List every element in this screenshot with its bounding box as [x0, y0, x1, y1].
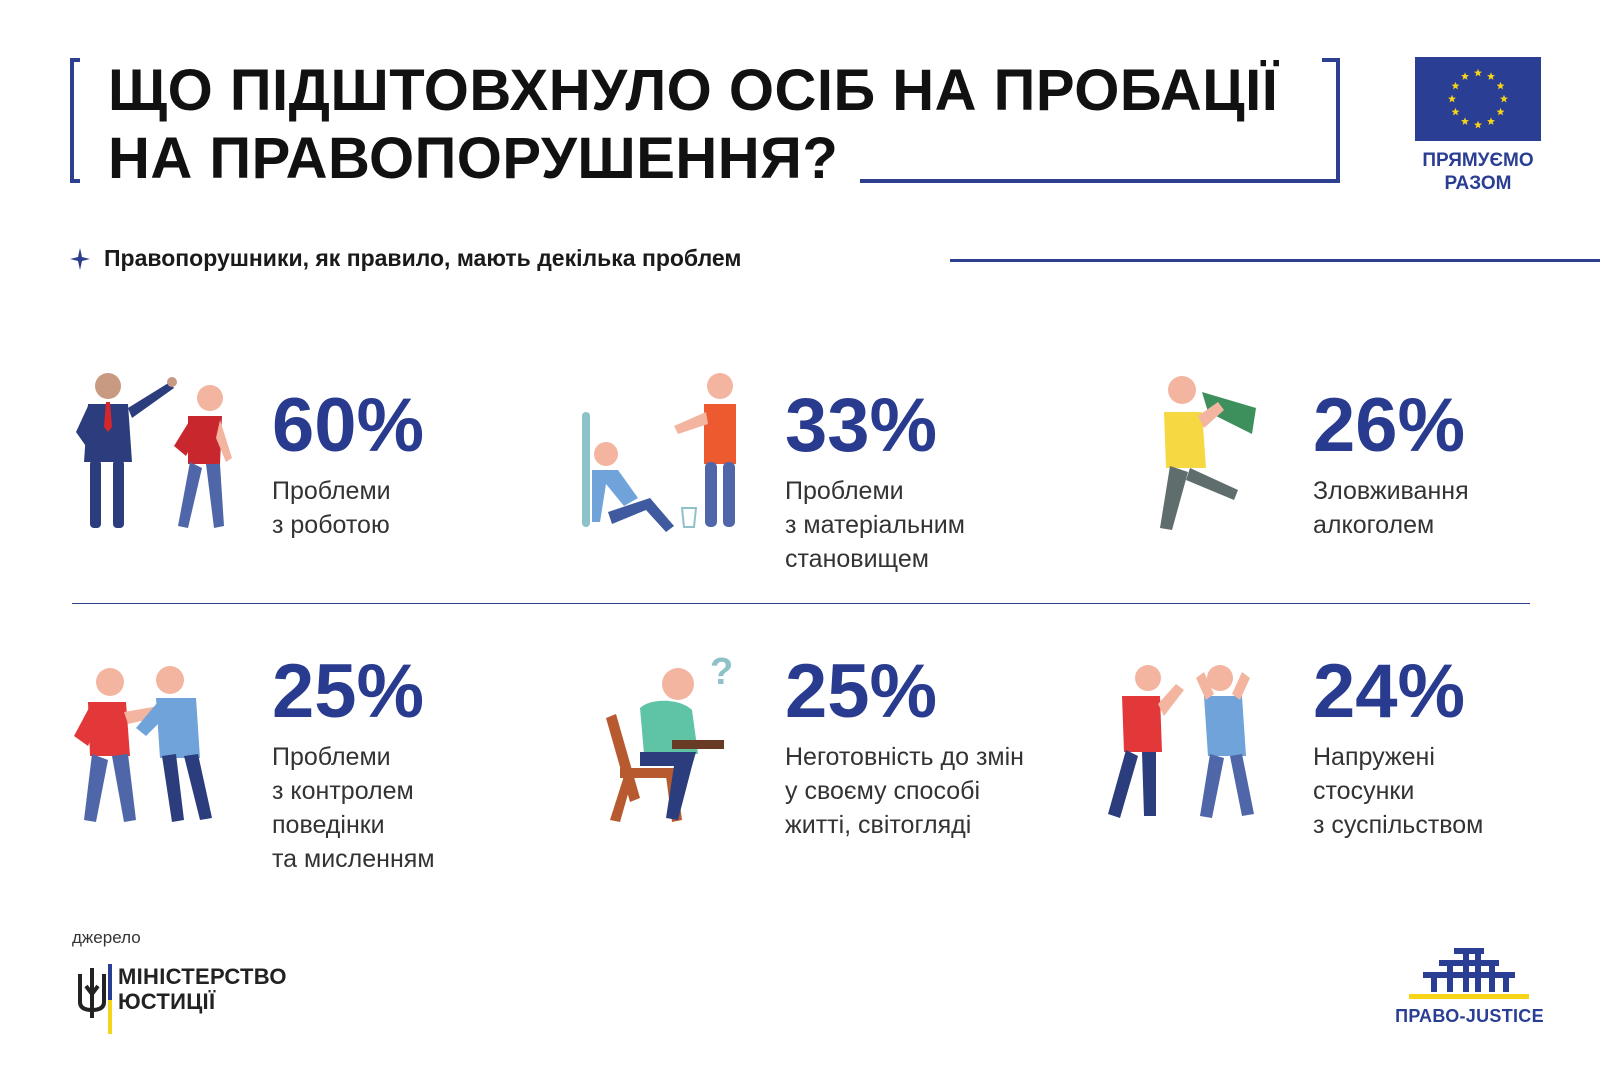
aggressive-person-icon — [74, 666, 212, 822]
stat-label-line: Зловживання — [1313, 477, 1469, 505]
stat-percent: 33% — [785, 383, 938, 468]
eu-star-icon — [1487, 72, 1495, 80]
eu-star-icon — [1474, 68, 1482, 77]
stat-percent: 26% — [1313, 383, 1466, 468]
building-columns-icon — [1409, 948, 1529, 999]
title-block: ЩО ПІДШТОВХНУЛО ОСІБ НА ПРОБАЦІЇ НА ПРАВ… — [70, 58, 1370, 188]
stat-percent: 25% — [272, 649, 425, 734]
stat-label-line: алкоголем — [1313, 511, 1435, 539]
stat-label: Проблеми з роботою — [272, 474, 592, 542]
eu-stars-icon — [1448, 68, 1508, 129]
stat-percent: 25% — [785, 649, 938, 734]
subtitle-underline — [950, 259, 1600, 262]
pravo-justice-logo: ПРАВО-JUSTICE — [1382, 948, 1557, 1038]
stat-label: Неготовність до змін у своєму способі жи… — [785, 740, 1105, 842]
stat-label-line: з суспільством — [1313, 811, 1484, 839]
eu-star-icon — [1448, 94, 1456, 103]
poor-person-icon — [582, 373, 736, 532]
eu-slogan: ПРЯМУЄМО РАЗОМ — [1402, 150, 1554, 196]
eu-star-icon — [1451, 107, 1460, 116]
eu-star-icon — [1496, 107, 1505, 116]
stat-label: Проблеми з контролем поведінки та мислен… — [272, 740, 592, 876]
employer-pointing-icon — [76, 373, 232, 528]
stat-percent: 60% — [272, 383, 425, 468]
stat-label-line: Неготовність до змін — [785, 743, 1024, 771]
eu-slogan-line2: РАЗОМ — [1444, 172, 1512, 194]
thinking-person-icon: ? — [606, 651, 733, 822]
eu-star-icon — [1487, 117, 1495, 125]
stat-label-line: Напружені — [1313, 743, 1435, 771]
eu-star-icon — [1496, 81, 1505, 90]
eu-star-icon — [1474, 120, 1482, 129]
stat-label-line: поведінки — [272, 811, 385, 839]
stat-percent: 24% — [1313, 649, 1466, 734]
ministry-name: МІНІСТЕРСТВО ЮСТИЦІЇ — [118, 964, 287, 1014]
stat-label-line: становищем — [785, 545, 929, 573]
trident-icon — [78, 964, 112, 1034]
conflict-people-icon — [1108, 665, 1254, 818]
stat-label-line: житті, світогляді — [785, 811, 972, 839]
page-title-line1: ЩО ПІДШТОВХНУЛО ОСІБ НА ПРОБАЦІЇ — [108, 58, 1279, 123]
stat-label-line: Проблеми — [272, 477, 391, 505]
stat-label-line: стосунки — [1313, 777, 1415, 805]
eu-slogan-line1: ПРЯМУЄМО — [1422, 150, 1534, 171]
ministry-of-justice-logo: МІНІСТЕРСТВО ЮСТИЦІЇ — [72, 960, 322, 1035]
stat-label-line: з контролем — [272, 777, 414, 805]
eu-flag-logo — [1415, 57, 1541, 141]
subtitle: Правопорушники, як правило, мають декіль… — [104, 245, 742, 271]
pravo-justice-name: ПРАВО-JUSTICE — [1395, 1006, 1544, 1026]
drinking-person-icon — [1160, 376, 1256, 530]
sparkle-icon — [70, 248, 90, 270]
stat-label: Зловживання алкоголем — [1313, 474, 1600, 542]
subtitle-row: Правопорушники, як правило, мають декіль… — [70, 245, 1600, 275]
ministry-line1: МІНІСТЕРСТВО — [118, 964, 287, 989]
eu-star-icon — [1500, 94, 1508, 103]
source-label: джерело — [72, 928, 141, 947]
stat-label-line: Проблеми — [785, 477, 904, 505]
stat-label-line: з роботою — [272, 511, 390, 539]
title-bracket — [70, 58, 1340, 183]
page-title-line2: НА ПРАВОПОРУШЕННЯ? — [108, 126, 839, 191]
stat-label-line: з матеріальним — [785, 511, 965, 539]
stat-label-line: та мисленням — [272, 845, 435, 873]
stat-label-line: у своєму способі — [785, 777, 981, 805]
stat-label: Проблеми з матеріальним становищем — [785, 474, 1105, 576]
eu-star-icon — [1461, 72, 1469, 80]
eu-star-icon — [1461, 117, 1469, 125]
ministry-line2: ЮСТИЦІЇ — [118, 989, 216, 1014]
stat-label-line: Проблеми — [272, 743, 391, 771]
question-mark-icon: ? — [710, 651, 733, 693]
eu-star-icon — [1451, 81, 1460, 90]
section-divider — [72, 603, 1530, 604]
stat-label: Напружені стосунки з суспільством — [1313, 740, 1600, 842]
